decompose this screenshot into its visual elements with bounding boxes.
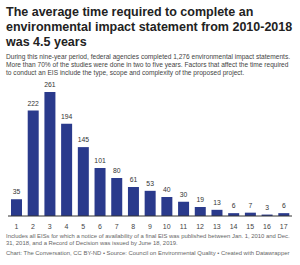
svg-text:5: 5 xyxy=(81,223,85,230)
svg-text:80: 80 xyxy=(113,167,121,174)
svg-text:15: 15 xyxy=(246,223,254,230)
svg-text:101: 101 xyxy=(94,157,106,164)
svg-text:6: 6 xyxy=(232,202,236,209)
svg-text:40: 40 xyxy=(163,186,171,193)
svg-text:17: 17 xyxy=(280,223,288,230)
svg-text:2: 2 xyxy=(31,223,35,230)
svg-text:4: 4 xyxy=(65,223,69,230)
svg-text:10: 10 xyxy=(163,223,171,230)
svg-text:6: 6 xyxy=(98,223,102,230)
svg-text:19: 19 xyxy=(196,196,204,203)
svg-text:9: 9 xyxy=(148,223,152,230)
svg-text:194: 194 xyxy=(61,112,73,119)
html-text:Includes all EISs for which a: Includes all EISs for which a notice of … xyxy=(6,232,290,246)
svg-text:30: 30 xyxy=(180,190,188,197)
svg-text:1: 1 xyxy=(14,223,18,230)
svg-text:16: 16 xyxy=(263,223,271,230)
svg-text:13: 13 xyxy=(213,198,221,205)
svg-text:13: 13 xyxy=(213,223,221,230)
html-text:Chart: The Conversation, CC BY: Chart: The Conversation, CC BY-ND • Sour… xyxy=(6,250,290,256)
svg-text:53: 53 xyxy=(146,179,154,186)
svg-text:222: 222 xyxy=(28,99,40,106)
svg-text:35: 35 xyxy=(13,188,21,195)
svg-text:145: 145 xyxy=(78,136,90,143)
svg-text:14: 14 xyxy=(230,223,238,230)
html-text:The average time required to c: The average time required to complete an… xyxy=(6,5,293,49)
svg-text:7: 7 xyxy=(115,223,119,230)
html-text:During this nine-year period,: During this nine-year period, federal ag… xyxy=(6,53,291,77)
svg-text:7: 7 xyxy=(248,201,252,208)
svg-text:8: 8 xyxy=(131,223,135,230)
svg-text:261: 261 xyxy=(44,81,56,88)
svg-text:61: 61 xyxy=(130,176,138,183)
svg-text:3: 3 xyxy=(265,203,269,210)
svg-text:12: 12 xyxy=(196,223,204,230)
svg-text:6: 6 xyxy=(282,202,286,209)
svg-text:11: 11 xyxy=(180,223,187,230)
svg-text:3: 3 xyxy=(48,223,52,230)
